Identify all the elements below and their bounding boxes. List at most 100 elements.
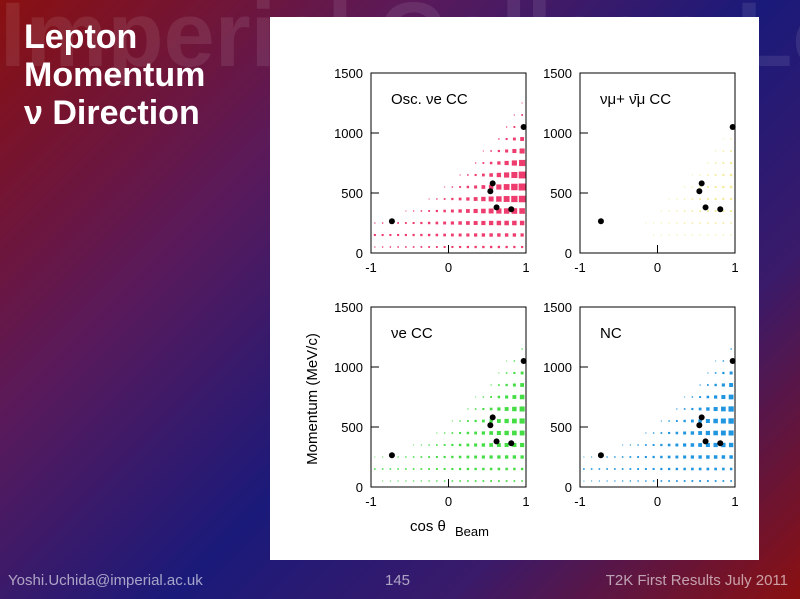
heatmap-cell (481, 443, 486, 447)
heatmap-cell (389, 468, 392, 470)
x-tick-label: 1 (731, 494, 738, 509)
heatmap-cell (451, 197, 454, 201)
heatmap-cell (676, 234, 678, 236)
heatmap-cell (606, 456, 608, 458)
heatmap-cell (489, 431, 493, 435)
heatmap-cell (473, 197, 478, 201)
event-point (508, 440, 515, 447)
heatmap-cell (645, 444, 647, 446)
heatmap-cell (722, 162, 725, 164)
x-axis-label-subscript: Beam (455, 524, 489, 539)
x-tick-label: 0 (445, 494, 452, 509)
heatmap-cell (450, 233, 454, 237)
heatmap-cell (504, 418, 509, 424)
event-point (717, 440, 724, 447)
heatmap-cell (583, 456, 585, 458)
heatmap-cell (691, 222, 694, 224)
heatmap-cell (512, 430, 517, 436)
heatmap-cell (675, 443, 679, 447)
heatmap-cell (481, 173, 485, 177)
footer-page-number: 145 (385, 572, 411, 589)
heatmap-cell (389, 233, 392, 237)
heatmap-cell (513, 114, 515, 116)
heatmap-cell (519, 148, 525, 154)
heatmap-cell (637, 468, 640, 470)
heatmap-cell (458, 197, 462, 201)
heatmap-cell (505, 383, 508, 387)
heatmap-cell (428, 456, 431, 458)
heatmap-cell (482, 480, 485, 482)
heatmap-cell (521, 245, 524, 249)
heatmap-cell (466, 431, 470, 435)
heatmap-cell (518, 195, 526, 203)
heatmap-cell (519, 430, 525, 436)
heatmap-cell (722, 150, 725, 152)
heatmap-cell (729, 197, 733, 201)
title-line-1: Lepton (24, 18, 138, 56)
heatmap-cell (713, 442, 718, 448)
heatmap-cell (512, 406, 517, 412)
heatmap-cell (683, 431, 687, 435)
heatmap-cell (466, 233, 470, 237)
heatmap-cell (413, 444, 415, 446)
y-tick-label: 0 (565, 246, 572, 261)
heatmap-cell (381, 222, 384, 224)
heatmap-cell (436, 432, 438, 434)
heatmap-cell (474, 431, 478, 435)
heatmap-cell (728, 394, 734, 400)
heatmap-cell (683, 419, 686, 423)
heatmap-cell (652, 480, 655, 482)
heatmap-cell (420, 468, 423, 470)
heatmap-cell (374, 222, 376, 224)
heatmap-cell (721, 383, 725, 387)
heatmap-cell (458, 443, 462, 447)
event-point (597, 218, 604, 225)
heatmap-cell (497, 245, 501, 249)
heatmap-cell (629, 444, 631, 446)
event-point (493, 438, 500, 445)
heatmap-cell (705, 442, 710, 448)
heatmap-cell (729, 371, 733, 375)
heatmap-cell (668, 234, 670, 236)
heatmap-cell (459, 245, 462, 249)
heatmap-cell (667, 443, 671, 447)
heatmap-cell (428, 198, 430, 200)
heatmap-cell (458, 209, 462, 213)
heatmap-cell (722, 210, 725, 212)
heatmap-cell (519, 418, 525, 424)
event-point (597, 452, 604, 459)
heatmap-cell (488, 196, 494, 202)
heatmap-cell (412, 210, 415, 212)
heatmap-cell (474, 408, 477, 410)
heatmap-cell (512, 455, 517, 459)
x-tick-label: -1 (574, 260, 586, 275)
heatmap-cell (598, 480, 600, 482)
heatmap-cell (382, 480, 384, 482)
heatmap-cell (699, 234, 701, 236)
x-tick-label: 1 (522, 494, 529, 509)
heatmap-cell (722, 371, 725, 375)
heatmap-cell (458, 233, 462, 237)
y-tick-label: 0 (565, 480, 572, 495)
heatmap-cell (504, 220, 509, 226)
heatmap-cell (413, 480, 415, 482)
heatmap-cell (412, 233, 415, 237)
heatmap-cell (520, 233, 524, 237)
heatmap-cell (482, 162, 485, 164)
event-point (729, 124, 736, 130)
heatmap-cell (451, 420, 453, 422)
heatmap-cell (614, 468, 616, 470)
heatmap-cell (721, 455, 726, 459)
heatmap-cell (684, 186, 686, 188)
heatmap-cell (721, 406, 726, 412)
heatmap-cell (722, 234, 724, 236)
heatmap-cell (675, 467, 679, 471)
heatmap-cell (698, 467, 702, 471)
x-tick-label: 0 (445, 260, 452, 275)
heatmap-cell (683, 222, 686, 224)
heatmap-cell (511, 171, 518, 179)
x-tick-label: 0 (654, 494, 661, 509)
heatmap-cell (451, 443, 454, 447)
heatmap-cell (728, 418, 734, 424)
heatmap-cell (683, 198, 686, 200)
